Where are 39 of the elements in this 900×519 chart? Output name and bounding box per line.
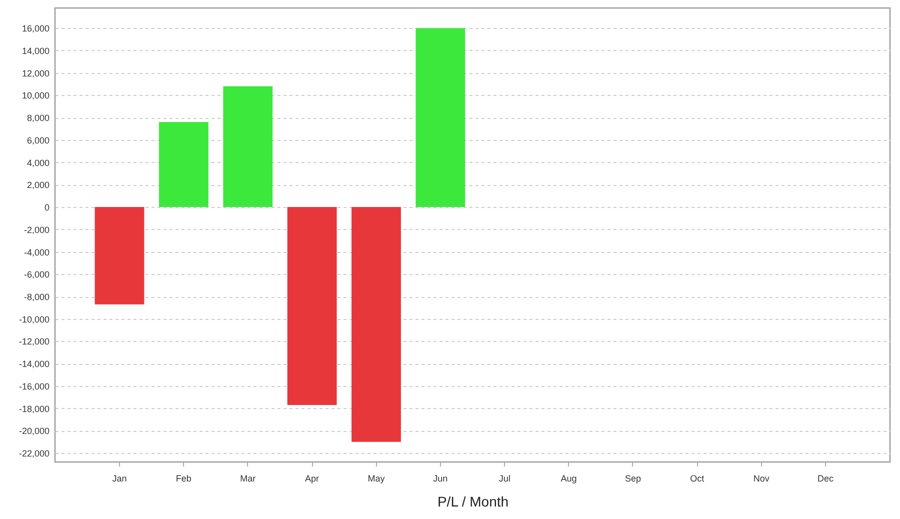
- y-tick-label: -20,000: [18, 426, 50, 436]
- x-tick-label: Sep: [624, 474, 641, 484]
- y-tick-label: -16,000: [18, 381, 50, 392]
- x-tick-label: Mar: [240, 474, 256, 484]
- bar: [287, 207, 337, 405]
- y-tick-label: 16,000: [22, 24, 50, 34]
- x-tick-label: Jan: [112, 474, 127, 484]
- bar: [416, 28, 466, 208]
- y-tick-label: -22,000: [18, 448, 50, 459]
- bar: [94, 207, 144, 304]
- x-tick-label: Jul: [498, 474, 510, 484]
- bar: [223, 86, 273, 208]
- y-tick-label: 14,000: [22, 46, 50, 56]
- x-tick-label: Jun: [433, 474, 448, 484]
- x-tick-label: May: [368, 474, 386, 484]
- y-tick-label: 10,000: [22, 90, 50, 101]
- y-tick-label: -10,000: [18, 314, 50, 324]
- y-tick-label: -8,000: [24, 292, 50, 302]
- y-tick-label: 12,000: [22, 68, 50, 78]
- y-tick-label: -12,000: [18, 336, 50, 347]
- y-tick-label: 6,000: [26, 135, 50, 146]
- y-tick-label: -14,000: [18, 359, 50, 370]
- x-tick-label: Nov: [753, 474, 770, 484]
- y-tick-label: 4,000: [26, 158, 50, 168]
- y-tick-label: -4,000: [24, 247, 50, 258]
- bar: [158, 122, 208, 208]
- x-tick-label: Aug: [560, 474, 577, 484]
- y-tick-label: 2,000: [26, 180, 50, 190]
- bar: [352, 207, 401, 442]
- x-tick-label: Feb: [176, 474, 192, 484]
- y-tick-label: -6,000: [24, 270, 50, 280]
- y-tick-label: 0: [44, 202, 50, 213]
- y-tick-label: -2,000: [24, 224, 50, 235]
- y-tick-label: 8,000: [26, 113, 50, 124]
- y-tick-label: -18,000: [18, 404, 50, 414]
- x-tick-label: Apr: [305, 474, 320, 484]
- x-tick-label: Oct: [690, 474, 705, 484]
- x-axis-title: P/L / Month: [437, 494, 509, 510]
- x-tick-label: Dec: [817, 474, 834, 484]
